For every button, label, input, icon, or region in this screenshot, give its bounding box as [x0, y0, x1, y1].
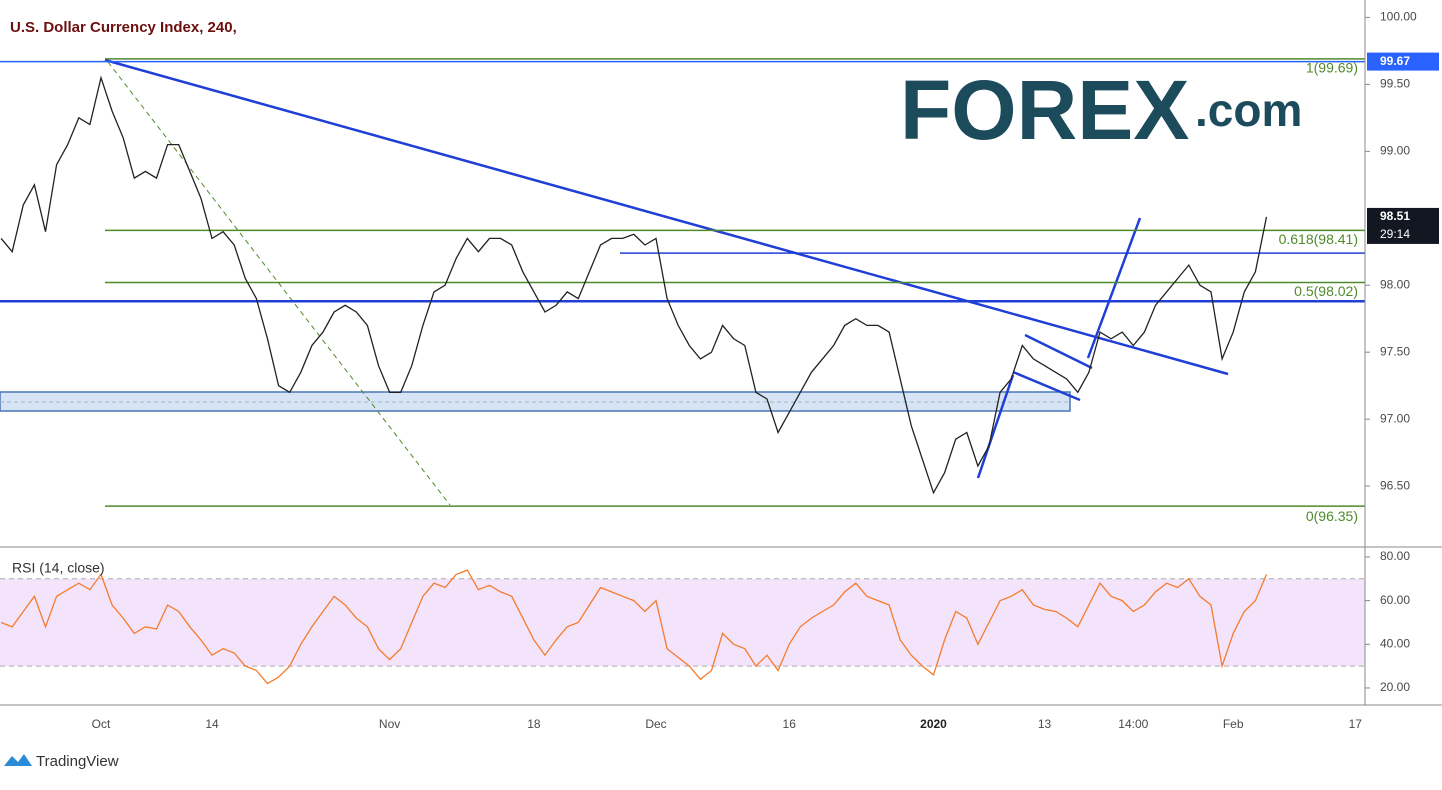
rsi-title: RSI (14, close)	[12, 560, 105, 576]
fib-label: 0.5(98.02)	[1294, 283, 1358, 299]
y-tick-label: 100.00	[1380, 10, 1417, 24]
y-tick-label: 99.50	[1380, 77, 1410, 91]
price-label: 98.51	[1380, 209, 1410, 223]
price-label-box	[1367, 52, 1439, 71]
trendline	[104, 58, 1229, 376]
price-label: 99.67	[1380, 54, 1410, 68]
trendline	[1086, 217, 1142, 359]
logo-suffix: .com	[1195, 84, 1302, 136]
rsi-band	[0, 578, 1365, 667]
trendlines	[104, 58, 1229, 479]
x-tick-label: 2020	[920, 717, 947, 731]
price-line	[0, 75, 1268, 495]
y-tick-label: 60.00	[1380, 593, 1410, 607]
y-tick-label: 97.50	[1380, 344, 1410, 358]
x-tick-label: Nov	[379, 717, 400, 731]
x-tick-label: 14:00	[1118, 717, 1148, 731]
y-tick-label: 98.00	[1380, 277, 1410, 291]
tradingview-icon	[4, 754, 32, 766]
plot: 100.00 99.50 99.00 98.00 97.50 97.00 96.50 1(99…	[0, 10, 1439, 731]
x-tick-label: 17	[1349, 717, 1363, 731]
price-label-box	[1367, 207, 1439, 244]
fib-label: 0.618(98.41)	[1279, 231, 1358, 247]
trendline	[1012, 370, 1081, 402]
fib-label: 0(96.35)	[1306, 508, 1358, 524]
x-tick-label: Oct	[92, 717, 111, 731]
x-tick-label: 14	[205, 717, 219, 731]
trendline	[1024, 333, 1093, 370]
price-line	[0, 569, 1268, 685]
footer-brand: TradingView	[36, 753, 119, 770]
y-tick-label: 99.00	[1380, 143, 1410, 157]
trendline	[976, 374, 1015, 479]
fib-trend-line	[107, 61, 451, 506]
y-tick-label: 20.00	[1380, 680, 1410, 694]
y-tick-label: 96.50	[1380, 478, 1410, 492]
x-tick-label: Dec	[645, 717, 666, 731]
x-tick-label: 13	[1038, 717, 1052, 731]
logo-main: FOREX	[900, 63, 1189, 157]
x-tick-label: Feb	[1223, 717, 1244, 731]
x-tick-label: 16	[783, 717, 797, 731]
y-tick-label: 80.00	[1380, 549, 1410, 563]
y-tick-label: 97.00	[1380, 411, 1410, 425]
fib-label: 1(99.69)	[1306, 60, 1358, 76]
chart-title: U.S. Dollar Currency Index, 240,	[10, 19, 237, 36]
x-tick-label: 18	[527, 717, 541, 731]
y-tick-label: 40.00	[1380, 636, 1410, 650]
price-countdown: 29:14	[1380, 227, 1410, 241]
